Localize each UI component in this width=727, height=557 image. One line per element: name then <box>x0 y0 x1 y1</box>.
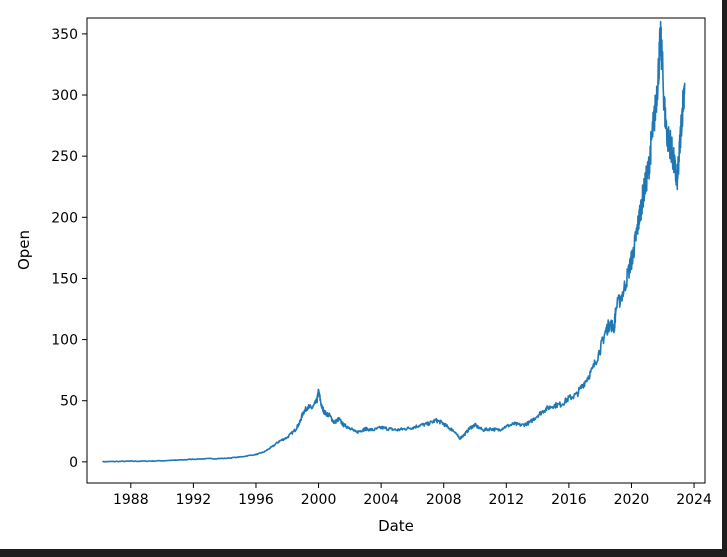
y-axis-ticks: 0 50 100 150 200 250 300 350 <box>51 27 87 471</box>
y-tick-label: 100 <box>51 333 78 349</box>
line-chart: 1988 1992 1996 2000 2004 2008 2012 2016 2020 2024… <box>15 17 712 535</box>
y-tick-label: 250 <box>51 149 78 165</box>
y-tick-label: 200 <box>51 210 78 226</box>
y-axis-title: Open <box>15 230 33 270</box>
x-tick-label: 2016 <box>551 492 587 508</box>
x-tick-label: 1988 <box>113 492 149 508</box>
x-axis-title: Date <box>378 517 414 535</box>
y-tick-label: 150 <box>51 271 78 287</box>
x-tick-label: 2012 <box>488 492 524 508</box>
x-tick-label: 2024 <box>676 492 712 508</box>
y-tick-label: 350 <box>51 27 78 43</box>
x-tick-label: 2020 <box>614 492 650 508</box>
x-tick-label: 2000 <box>301 492 337 508</box>
x-axis-ticks: 1988 1992 1996 2000 2004 2008 2012 2016 2020 2024 <box>113 483 712 508</box>
x-tick-label: 2008 <box>426 492 462 508</box>
x-tick-label: 2004 <box>363 492 399 508</box>
series-line-open <box>102 20 686 463</box>
x-tick-label: 1996 <box>238 492 274 508</box>
y-tick-label: 50 <box>60 394 78 410</box>
y-tick-label: 0 <box>69 455 78 471</box>
plot-area-frame <box>86 17 706 484</box>
figure-canvas: 1988 1992 1996 2000 2004 2008 2012 2016 2020 2024… <box>0 0 722 549</box>
series-layer <box>102 20 686 463</box>
y-tick-label: 300 <box>51 88 78 104</box>
x-tick-label: 1992 <box>176 492 212 508</box>
